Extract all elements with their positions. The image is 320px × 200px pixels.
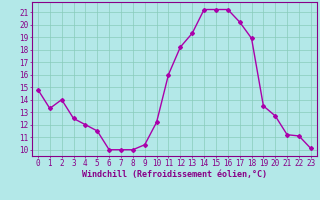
X-axis label: Windchill (Refroidissement éolien,°C): Windchill (Refroidissement éolien,°C)	[82, 170, 267, 179]
